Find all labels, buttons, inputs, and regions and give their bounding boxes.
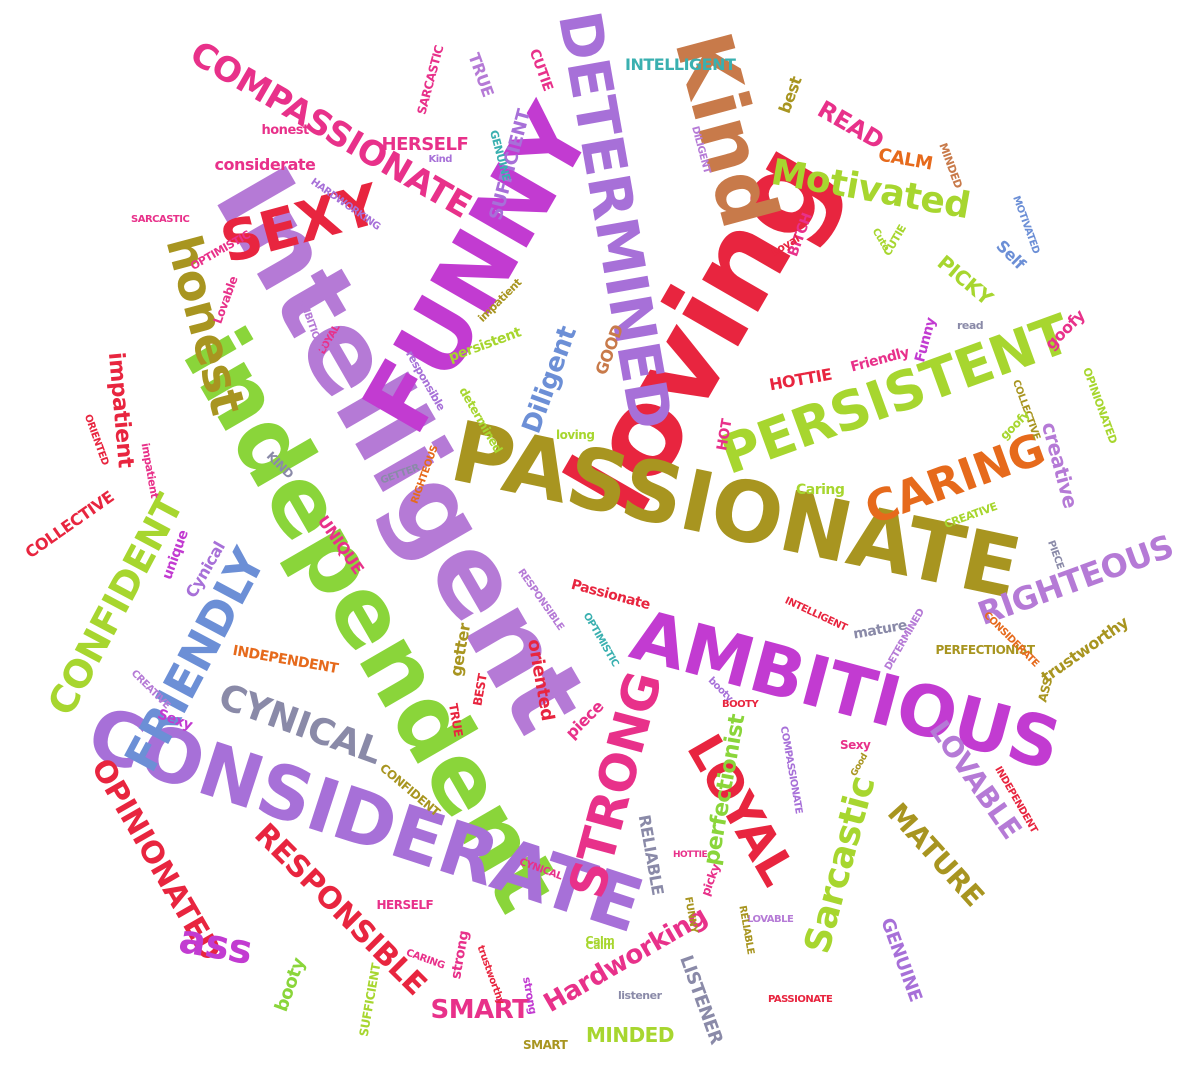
word-impatient: impatient xyxy=(138,441,162,499)
word-oriented: ORIENTED xyxy=(81,413,110,467)
word-sarcastic: SARCASTIC xyxy=(131,214,190,225)
word-herself: HERSELF xyxy=(381,134,469,155)
word-booty: BOOTY xyxy=(722,699,759,710)
word-passionate: Passionate xyxy=(568,576,652,614)
word-calm: CALM xyxy=(876,144,934,175)
word-passionate: PASSIONATE xyxy=(768,994,833,1005)
word-collective: COLLECTIVE xyxy=(21,487,118,563)
word-honest: honest xyxy=(261,122,310,138)
word-ass: ass xyxy=(175,916,256,974)
word-sufficient: SUFFICIENT xyxy=(356,962,384,1038)
word-compassionate: COMPASSIONATE xyxy=(777,725,804,815)
word-true: TRUE xyxy=(463,50,498,100)
word-perfectionist: PERFECTIONIST xyxy=(935,643,1036,657)
word-piece: PIECE xyxy=(1045,539,1066,571)
word-independent: INDEPENDENT xyxy=(230,642,339,678)
word-mature: MATURE xyxy=(880,796,991,913)
word-picky: picky xyxy=(697,862,723,898)
word-opinionated: OPINIONATED xyxy=(1080,365,1120,445)
word-cute: Cute xyxy=(869,226,892,253)
word-impatient: impatient xyxy=(102,351,138,469)
word-caring: Caring xyxy=(796,482,845,498)
word-reliable: RELIABLE xyxy=(735,904,756,956)
word-herself: HERSELF xyxy=(376,898,434,912)
word-intelligent: INTELLIGENT xyxy=(625,55,736,74)
word-strong: strong xyxy=(447,929,472,981)
word-good: Good xyxy=(849,751,871,778)
word-calm: Calm xyxy=(585,938,615,952)
word-smart: SMART xyxy=(523,1038,568,1052)
word-loving: loving xyxy=(556,428,595,442)
word-read: READ xyxy=(812,95,889,155)
word-trustworthy: trustworthy xyxy=(1037,612,1132,687)
word-self: Self xyxy=(991,236,1029,273)
word-minded: MINDED xyxy=(586,1023,674,1047)
word-lovable: LOVABLE xyxy=(747,914,794,925)
word-considerate: considerate xyxy=(214,155,316,174)
word-best: best xyxy=(774,73,806,116)
word-sarcastic: Sarcastic xyxy=(796,771,884,958)
word-sexy: Sexy xyxy=(840,738,871,752)
word-kind: Kind xyxy=(428,154,453,165)
word-calm: Calm xyxy=(585,933,615,947)
word-hottie: HOTTIE xyxy=(673,849,708,860)
word-sarcastic: SARCASTIC xyxy=(414,43,446,117)
word-intelligent: INTELLIGENT xyxy=(782,595,848,634)
word-listener: LISTENER xyxy=(674,952,727,1048)
word-ass: ASS xyxy=(1034,676,1055,704)
word-smart: SMART xyxy=(430,995,530,1025)
word-picky: PICKY xyxy=(932,250,998,310)
word-cutie: CUTIE xyxy=(525,46,556,94)
word-listener: listener xyxy=(618,988,662,1002)
word-booty: booty xyxy=(270,955,310,1015)
word-read: read xyxy=(957,318,984,332)
word-genuine: GENUINE xyxy=(875,915,926,1005)
